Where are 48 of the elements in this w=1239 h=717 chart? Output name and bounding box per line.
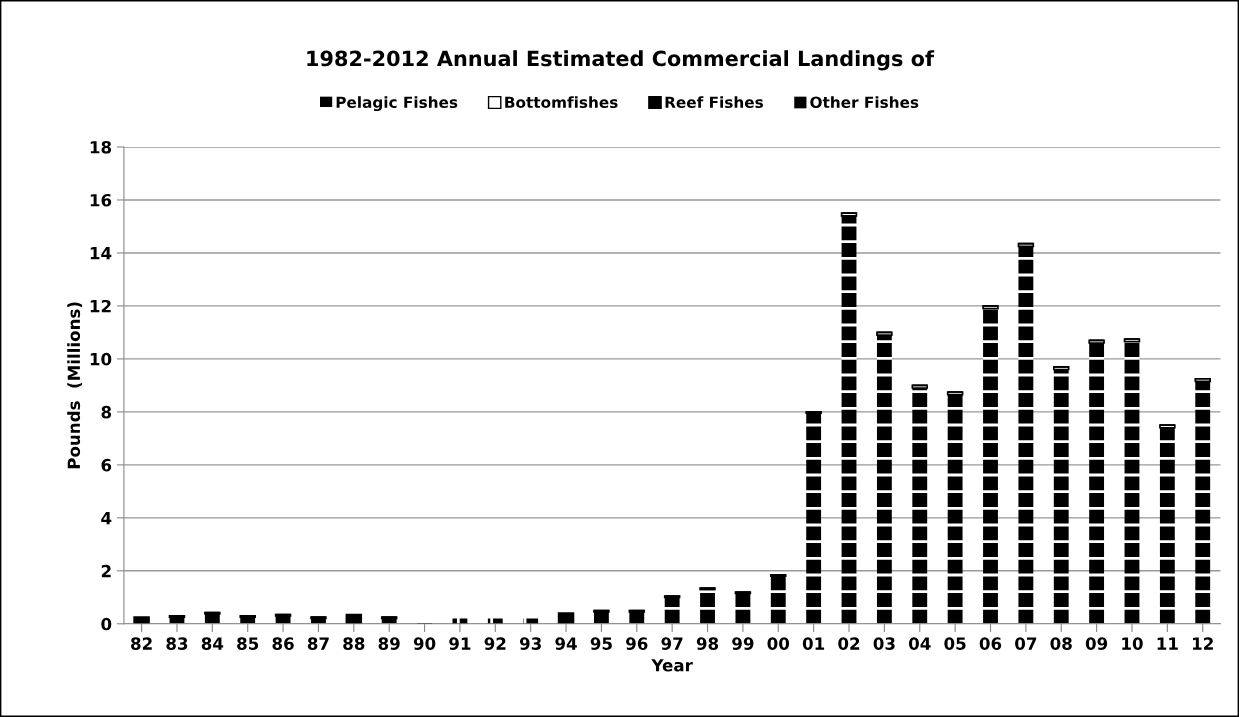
x-tick-label: 85	[237, 637, 259, 650]
y-axis-title: Pounds (Millions)	[67, 302, 83, 469]
x-tick-label: 02	[838, 637, 860, 650]
x-tick-label: 84	[201, 637, 224, 650]
y-tick-label: 8	[101, 405, 112, 419]
legend-label: Pelagic Fishes	[336, 96, 458, 112]
y-tick-label: 14	[90, 247, 112, 260]
x-tick-label: 96	[626, 637, 648, 650]
x-tick-label: 05	[944, 637, 966, 650]
x-tick-label: 98	[696, 637, 719, 650]
y-tick-label: 6	[101, 458, 112, 472]
x-tick-label: 03	[873, 637, 895, 650]
x-tick-label: 00	[767, 637, 790, 650]
y-tick-label: 12	[90, 299, 111, 313]
x-axis-title: Year	[651, 659, 693, 672]
x-tick-label: 90	[413, 637, 436, 650]
legend-label: Reef Fishes	[665, 96, 763, 109]
x-tick-label: 06	[979, 637, 1002, 650]
x-tick-label: 07	[1015, 637, 1037, 650]
legend-label: Bottomfishes	[505, 96, 618, 109]
x-tick-label: 82	[131, 637, 152, 650]
x-tick-label: 88	[343, 637, 365, 650]
x-tick-label: 01	[802, 637, 825, 650]
x-tick-label: 91	[449, 637, 471, 650]
x-tick-label: 95	[590, 637, 612, 650]
y-tick-label: 16	[90, 193, 112, 207]
x-tick-label: 93	[519, 637, 541, 650]
legend-label: Other Fishes	[810, 96, 919, 109]
x-tick-label: 99	[732, 637, 754, 650]
x-tick-label: 92	[484, 637, 506, 650]
y-tick-label: 18	[90, 140, 112, 154]
x-tick-label: 87	[307, 637, 329, 650]
x-tick-label: 83	[166, 637, 188, 650]
x-tick-label: 12	[1193, 637, 1213, 650]
y-tick-label: 2	[101, 564, 111, 578]
chart-title: 1982-2012 Annual Estimated Commercial Landings of	[307, 50, 935, 71]
x-tick-label: 94	[555, 637, 577, 650]
y-tick-label: 10	[90, 352, 112, 366]
x-tick-label: 10	[1122, 637, 1143, 650]
x-tick-label: 04	[908, 637, 931, 650]
x-tick-label: 09	[1085, 637, 1108, 650]
x-tick-label: 86	[272, 637, 294, 650]
x-tick-label: 08	[1050, 637, 1072, 650]
x-tick-label: 11	[1157, 637, 1178, 650]
x-tick-label: 89	[378, 637, 400, 650]
y-tick-label: 4	[101, 512, 112, 525]
x-tick-label: 97	[661, 637, 683, 650]
y-tick-label: 0	[101, 617, 112, 631]
